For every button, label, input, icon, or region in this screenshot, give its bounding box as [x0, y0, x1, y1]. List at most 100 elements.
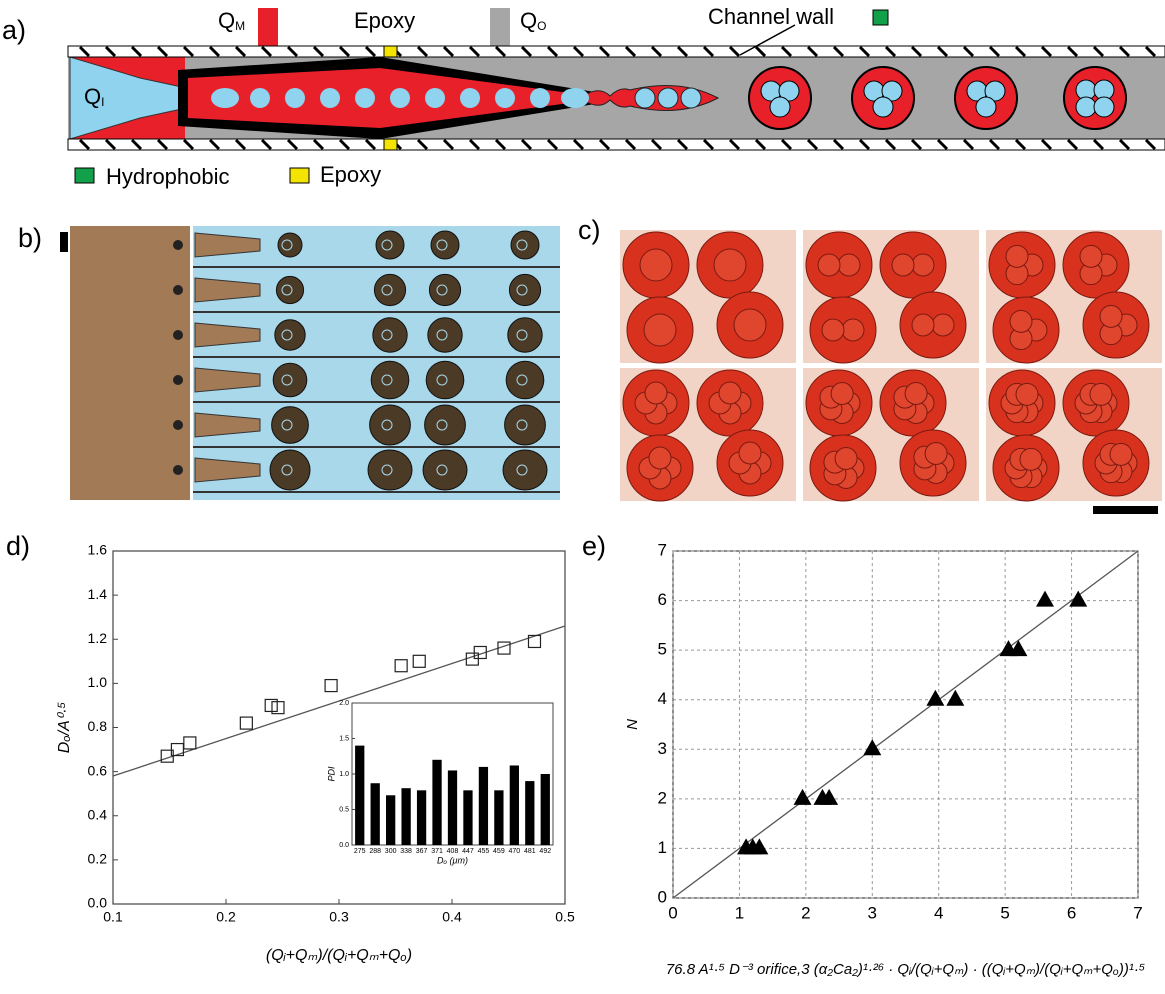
x-tick-label: 0	[668, 903, 677, 922]
core	[831, 382, 853, 404]
panel-label: c)	[578, 215, 601, 245]
channel-wall	[68, 46, 1165, 57]
panel-label: b)	[18, 223, 42, 253]
x-tick-label: 338	[400, 848, 412, 855]
x-tick-label: 367	[416, 848, 428, 855]
micrograph	[620, 230, 1162, 514]
y-tick-label: 6	[658, 590, 667, 609]
core	[739, 442, 761, 464]
orifice	[173, 465, 183, 475]
x-tick-label: 470	[509, 848, 521, 855]
y-tick-label: 0.2	[88, 851, 108, 867]
x-tick-label: 481	[524, 848, 536, 855]
core	[1016, 383, 1038, 405]
core-drop	[658, 88, 678, 108]
core	[932, 314, 954, 336]
panel-label: a)	[2, 15, 26, 45]
core	[640, 249, 672, 281]
x-tick-label: 288	[369, 848, 381, 855]
epoxy-seal	[384, 46, 397, 57]
droplet	[275, 320, 305, 350]
droplet	[423, 450, 467, 490]
droplet	[276, 276, 303, 303]
droplet	[273, 363, 307, 397]
orifice	[173, 285, 183, 295]
droplet	[508, 318, 542, 352]
x-tick-label: 0.1	[103, 909, 123, 925]
x-tick-label: 0.5	[555, 909, 575, 925]
core	[1100, 305, 1122, 327]
core	[1110, 443, 1132, 465]
orifice	[173, 375, 183, 385]
channel-wall	[68, 139, 1165, 150]
x-tick-label: 1	[735, 903, 744, 922]
droplet	[506, 361, 544, 399]
x-tick-label: 7	[1133, 903, 1142, 922]
y-tick-label: 1.0	[339, 771, 349, 778]
droplet	[428, 318, 462, 352]
orifice	[173, 420, 183, 430]
y-tick-label: 0.8	[88, 718, 108, 734]
droplet	[373, 318, 407, 352]
core	[649, 447, 671, 469]
y-tick-label: 0.5	[339, 806, 349, 813]
core-drop	[1076, 97, 1096, 117]
y-tick-label: 1.0	[88, 674, 108, 690]
bar	[371, 783, 380, 845]
x-axis-label: (Qᵢ+Qₘ)/(Qᵢ+Qₘ+Qₒ)	[266, 947, 412, 964]
droplet	[429, 274, 460, 305]
y-tick-label: 0.0	[88, 895, 108, 911]
core	[1006, 245, 1028, 267]
core-drop	[320, 88, 340, 108]
legend-label: Epoxy	[320, 162, 381, 187]
droplet	[503, 450, 547, 490]
panel-label: d)	[6, 531, 30, 561]
core	[892, 254, 914, 276]
x-tick-label: 6	[1067, 903, 1076, 922]
core	[925, 442, 947, 464]
core-drop	[635, 88, 655, 108]
x-tick-label: 455	[478, 848, 490, 855]
y-tick-label: 0.6	[88, 762, 108, 778]
scale-bar	[1093, 506, 1158, 514]
x-tick-label: 3	[868, 903, 877, 922]
core-drop	[976, 97, 996, 117]
epoxy-label: Epoxy	[354, 8, 415, 33]
core-drop	[681, 88, 701, 108]
droplet	[426, 361, 464, 399]
core	[1080, 245, 1102, 267]
y-tick-label: 0.4	[88, 806, 108, 822]
core	[838, 254, 860, 276]
x-axis-label: Dₒ (μm)	[437, 855, 468, 865]
core-drop	[1094, 97, 1114, 117]
micrograph	[60, 226, 560, 500]
x-tick-label: 447	[462, 848, 474, 855]
core	[842, 319, 864, 341]
core	[822, 319, 844, 341]
y-tick-label: 4	[658, 689, 667, 708]
bar	[355, 746, 364, 845]
bar	[510, 765, 519, 845]
x-tick-label: 275	[354, 848, 366, 855]
y-axis-label: N	[624, 719, 641, 730]
core	[835, 447, 857, 469]
x-tick-label: 4	[934, 903, 943, 922]
core	[714, 249, 746, 281]
y-tick-label: 1.2	[88, 630, 108, 646]
droplet	[374, 274, 405, 305]
y-tick-label: 3	[658, 739, 667, 758]
orifice	[173, 240, 183, 250]
epoxy-seal	[384, 139, 397, 150]
x-tick-label: 2	[801, 903, 810, 922]
droplet	[511, 231, 539, 259]
core-drop	[211, 88, 239, 108]
droplet	[368, 450, 412, 490]
hydrophobic-swatch	[873, 10, 888, 25]
bar	[479, 767, 488, 845]
x-tick-label: 0.2	[216, 909, 236, 925]
schematic: QM Epoxy QO Channel wall QI Hydrophobic …	[68, 4, 1165, 189]
double-emulsion	[1064, 67, 1126, 129]
bar	[401, 788, 410, 845]
bar	[494, 790, 503, 845]
